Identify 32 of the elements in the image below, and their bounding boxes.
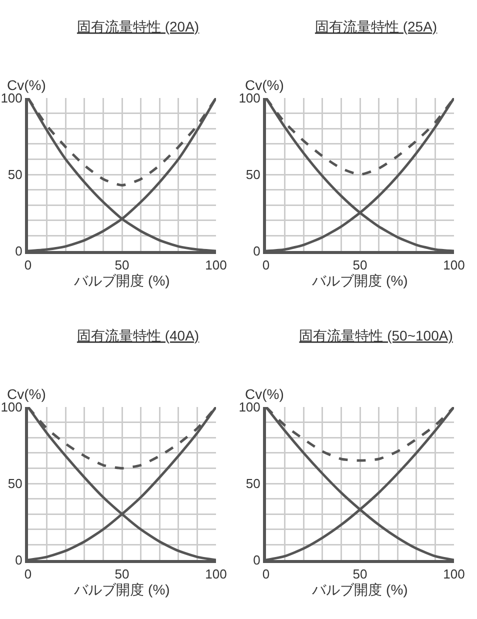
x-tick-label: 50 (352, 566, 368, 582)
y-tick-label: 0 (15, 244, 22, 259)
x-tick-label: 50 (114, 258, 130, 273)
y-axis-title: Cv(%) (245, 77, 284, 93)
x-tick-label: 100 (443, 566, 465, 582)
y-tick-label: 100 (0, 400, 22, 415)
x-tick-label: 100 (205, 258, 227, 273)
x-tick-label: 50 (114, 566, 130, 582)
y-tick-label: 50 (246, 476, 260, 492)
x-axis-title: バルブ開度 (%) (73, 582, 170, 598)
y-tick-label: 100 (0, 90, 22, 106)
x-axis-title: バルブ開度 (%) (311, 582, 408, 598)
y-tick-label: 50 (246, 167, 260, 182)
y-axis-title: Cv(%) (7, 386, 46, 402)
x-axis-title: バルブ開度 (%) (73, 272, 170, 289)
y-tick-label: 0 (253, 552, 260, 568)
chart-title: 固有流量特性 (50~100A) (299, 327, 453, 344)
y-tick-label: 100 (238, 400, 260, 415)
x-tick-label: 50 (352, 258, 368, 273)
chart-title: 固有流量特性 (40A) (76, 327, 200, 344)
y-tick-label: 100 (238, 90, 260, 106)
y-tick-label: 50 (8, 167, 22, 182)
chart-title: 固有流量特性 (25A) (314, 18, 438, 34)
x-tick-label: 100 (443, 258, 465, 273)
chart-title: 固有流量特性 (20A) (76, 18, 200, 34)
y-tick-label: 0 (15, 552, 22, 568)
x-tick-label: 100 (205, 566, 227, 582)
x-axis-title: バルブ開度 (%) (311, 272, 408, 289)
y-axis-title: Cv(%) (7, 77, 46, 93)
y-axis-title: Cv(%) (245, 386, 284, 402)
y-tick-label: 0 (253, 244, 260, 259)
y-tick-label: 50 (8, 476, 22, 492)
